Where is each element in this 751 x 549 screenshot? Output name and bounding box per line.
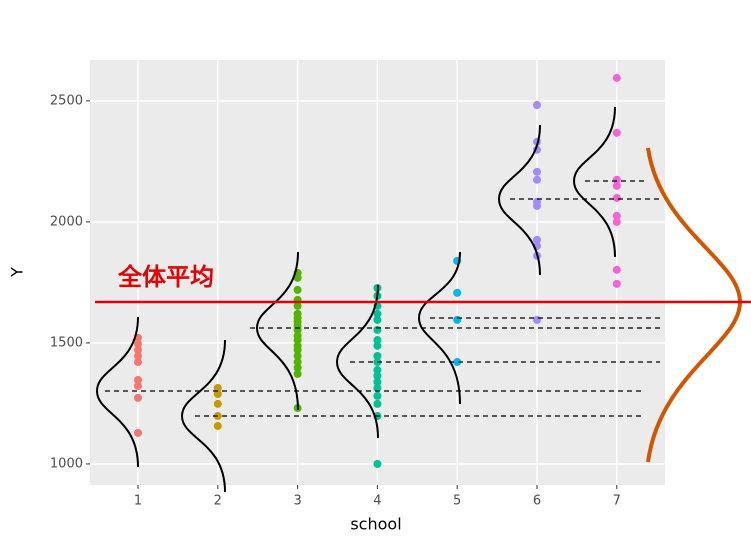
point <box>373 371 382 380</box>
point <box>293 285 302 294</box>
y-tick-label: 1500 <box>50 335 83 350</box>
point <box>612 193 621 202</box>
point <box>134 358 142 367</box>
density-curve <box>255 251 299 411</box>
x-tick-label: 4 <box>373 494 381 509</box>
x-tick-label: 6 <box>533 494 541 509</box>
point <box>612 279 621 288</box>
point <box>213 421 222 430</box>
point <box>612 181 621 190</box>
point <box>612 73 621 82</box>
density-curve <box>497 124 541 276</box>
point <box>533 201 541 210</box>
group-curves <box>95 106 616 493</box>
point <box>373 336 382 345</box>
density-curve <box>417 251 461 405</box>
point <box>373 383 382 392</box>
point <box>134 345 142 354</box>
point <box>134 393 142 402</box>
y-tick-label: 2000 <box>50 214 83 229</box>
point <box>533 167 541 176</box>
point <box>612 175 621 184</box>
point <box>293 358 302 367</box>
x-tick-label: 7 <box>613 494 621 509</box>
overlay: 全体平均 <box>95 263 751 304</box>
point <box>293 345 302 354</box>
density-curve <box>180 339 226 493</box>
point <box>213 399 222 408</box>
overall-mean-label: 全体平均 <box>117 263 214 291</box>
density-curve <box>335 284 379 439</box>
density-curve <box>95 316 139 468</box>
point <box>453 315 462 324</box>
x-axis-title: school <box>350 515 401 534</box>
x-tick-label: 2 <box>214 494 222 509</box>
point <box>453 288 462 297</box>
point <box>612 217 621 226</box>
point <box>293 351 302 360</box>
point <box>373 315 382 324</box>
point <box>213 383 222 392</box>
point <box>533 101 541 110</box>
point <box>453 358 462 367</box>
point <box>293 363 302 372</box>
y-axis-title: Y <box>8 267 27 278</box>
point <box>293 301 302 310</box>
x-tick-label: 5 <box>453 494 461 509</box>
point <box>612 265 621 274</box>
y-tick-label: 1000 <box>50 456 83 471</box>
point <box>293 273 302 282</box>
point <box>213 389 222 398</box>
x-tick-label: 1 <box>134 494 142 509</box>
point <box>134 339 142 348</box>
point <box>293 336 302 345</box>
point <box>373 309 382 318</box>
point <box>533 315 541 324</box>
point <box>134 382 142 391</box>
y-tick-label: 2500 <box>50 93 83 108</box>
point <box>373 459 382 468</box>
point <box>373 366 382 375</box>
point <box>373 341 382 350</box>
point <box>533 175 541 184</box>
point <box>612 211 621 220</box>
point <box>373 391 382 400</box>
point <box>373 325 382 334</box>
point <box>533 235 541 244</box>
point <box>373 377 382 386</box>
point <box>373 399 382 408</box>
point <box>134 428 142 437</box>
point <box>134 351 142 360</box>
point <box>134 375 142 384</box>
density-curve <box>572 106 616 258</box>
point <box>293 369 302 378</box>
point <box>373 351 382 360</box>
point <box>612 128 621 137</box>
x-tick-label: 3 <box>293 494 301 509</box>
